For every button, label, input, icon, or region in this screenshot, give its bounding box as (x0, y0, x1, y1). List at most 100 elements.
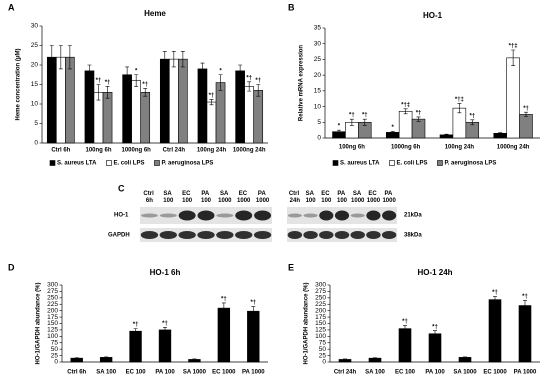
error-bar (336, 129, 341, 134)
error-bar (163, 327, 167, 333)
row-label: HO-1 (114, 213, 129, 219)
lane-label: PA 1000 (382, 191, 396, 204)
error-bar (143, 88, 148, 97)
x-tick-label: Ctrl 6h (51, 148, 70, 154)
x-tick-label: PA 100 (425, 370, 445, 376)
bar (398, 328, 412, 363)
x-tick-label: 100ng 6h (339, 145, 365, 151)
lane-label: EC 1000 (237, 191, 251, 204)
ho1-band (350, 213, 365, 218)
error-bar (349, 118, 354, 126)
bar (215, 82, 226, 144)
error-bar (218, 74, 223, 91)
ho1-band (140, 213, 158, 218)
gapdh-band (366, 231, 381, 239)
y-tick-label: 30 (31, 23, 39, 30)
error-bar (343, 358, 347, 361)
significance-label: *† (523, 106, 529, 112)
x-tick-label: Ctrl 6h (67, 370, 86, 376)
legend-swatch (389, 160, 395, 166)
significance-label: *† (105, 80, 111, 86)
lane-label: Ctrl 6h (143, 191, 155, 204)
gapdh-band (253, 231, 272, 239)
significance-label: * (219, 68, 222, 74)
bar (158, 329, 172, 363)
y-tick-label: 25 (51, 352, 59, 359)
y-tick-label: 225 (47, 301, 58, 308)
x-tick-label: 100ng 6h (85, 148, 111, 154)
ho1-band (319, 210, 334, 221)
gapdh-band (140, 231, 159, 239)
bar (428, 333, 442, 363)
lane-label: SA 1000 (218, 191, 232, 204)
ho1-band (303, 213, 318, 218)
error-bar (470, 119, 475, 126)
ho1-band (159, 213, 177, 218)
lane-label: SA 1000 (351, 191, 365, 204)
error-bar (511, 49, 516, 67)
ho1-band (235, 210, 253, 221)
significance-label: *† (469, 113, 475, 119)
significance-label: *† (96, 78, 102, 84)
lane-label: EC 1000 (367, 191, 381, 204)
y-axis-label: Relative mRNA expression (299, 45, 305, 121)
x-tick-label: 1000ng 24h (497, 145, 530, 151)
bar (197, 68, 208, 144)
y-tick-label: 300 (47, 282, 58, 289)
bar (65, 56, 75, 144)
x-tick-label: EC 100 (395, 370, 416, 376)
x-tick-label: 1000ng 6h (391, 145, 421, 151)
ho1-band (254, 210, 272, 221)
legend-label: E. coli LPS (113, 161, 144, 167)
gapdh-band (216, 231, 234, 239)
size-label: 21kDa (404, 213, 422, 219)
y-tick-label: 25 (314, 56, 322, 63)
significance-label: *† (416, 111, 422, 117)
bar (253, 90, 264, 144)
error-bar (171, 51, 176, 68)
panel-label: C (118, 183, 125, 193)
significance-label: *† (402, 319, 408, 325)
significance-label: *† (362, 113, 368, 119)
bar (398, 110, 413, 139)
x-tick-label: 100ng 24h (445, 145, 475, 151)
legend-label: P. aeruginosa LPS (444, 161, 496, 167)
error-bar (104, 356, 109, 359)
y-tick-label: 250 (315, 295, 326, 302)
lane-label: SA 100 (306, 191, 317, 204)
y-tick-label: 35 (314, 25, 322, 32)
gapdh-band (159, 231, 177, 239)
significance-label: * (392, 125, 395, 131)
significance-label: *†‡ (401, 102, 410, 108)
gapdh-band (334, 231, 350, 239)
y-tick-label: 25 (31, 42, 39, 49)
significance-label: *† (133, 322, 139, 328)
y-tick-label: 250 (47, 295, 58, 302)
bar (140, 92, 151, 144)
y-tick-label: 15 (314, 88, 322, 95)
bar (206, 101, 217, 144)
legend-label: S. aureus LTA (57, 161, 97, 167)
chart-title: HO-1 24h (417, 268, 452, 277)
x-tick-label: Ctrl 24h (163, 148, 186, 154)
x-tick-label: EC 100 (126, 370, 147, 376)
error-bar (125, 66, 130, 83)
legend-swatch (332, 160, 339, 166)
panel-label: A (8, 2, 15, 12)
error-bar (49, 45, 54, 70)
error-bar (105, 86, 110, 99)
lane-label: EC 100 (182, 191, 193, 204)
error-bar (256, 84, 261, 97)
bar (129, 330, 142, 363)
bar (131, 80, 141, 144)
legend-label: S. aureus LTA (340, 161, 380, 167)
x-tick-label: 1000ng 6h (121, 148, 151, 154)
y-tick-label: 15 (31, 81, 39, 88)
lane-label: PA 1000 (256, 191, 270, 204)
y-tick-label: 275 (47, 288, 58, 295)
significance-label: * (135, 68, 138, 74)
bar (488, 299, 502, 363)
y-tick-label: 75 (51, 339, 59, 346)
y-tick-label: 0 (54, 359, 58, 366)
y-tick-label: 275 (315, 288, 326, 295)
